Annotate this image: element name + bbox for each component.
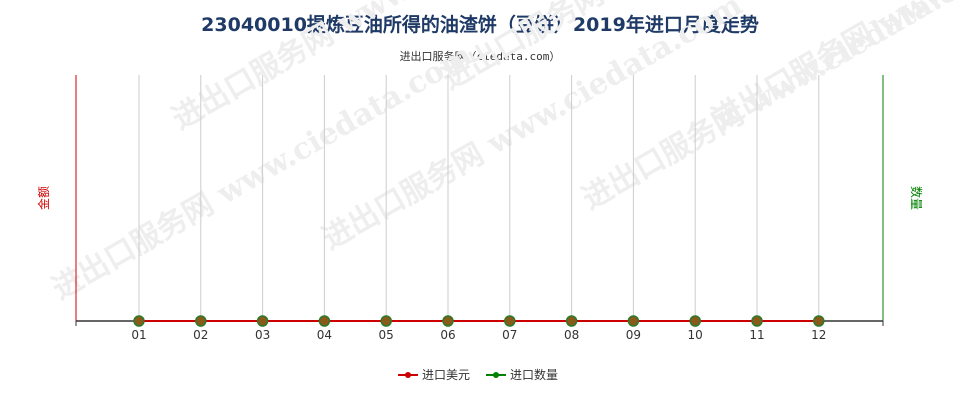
data-point	[689, 315, 701, 327]
data-point	[380, 315, 392, 327]
legend-marker	[405, 372, 411, 378]
legend-label: 进口美元	[422, 368, 470, 382]
data-point	[627, 315, 640, 327]
data-point	[256, 315, 269, 327]
x-tick-label: 10	[688, 328, 703, 342]
x-tick-label: 03	[255, 328, 270, 342]
x-tick-label: 07	[502, 328, 517, 342]
data-point	[195, 315, 207, 327]
data-point	[442, 315, 454, 327]
x-tick-label: 02	[193, 328, 208, 342]
data-point	[565, 315, 578, 327]
x-tick-label: 08	[564, 328, 579, 342]
legend-marker	[493, 372, 499, 378]
x-tick-label: 09	[626, 328, 641, 342]
data-point	[813, 315, 825, 327]
legend-label: 进口数量	[510, 367, 558, 382]
data-point	[504, 315, 516, 327]
chart-subtitle: 进出口服务网（ciedata.com）	[399, 50, 561, 63]
x-tick-label: 11	[749, 328, 764, 342]
left-axis-label: 金额	[36, 186, 51, 210]
x-tick-label: 04	[317, 328, 332, 342]
x-tick-label: 12	[811, 328, 826, 342]
data-point	[318, 315, 331, 327]
x-tick-label: 06	[440, 328, 455, 342]
right-axis-label: 数量	[909, 186, 924, 210]
data-point	[751, 315, 763, 327]
x-tick-label: 01	[131, 328, 146, 342]
data-point	[133, 315, 145, 327]
x-tick-label: 05	[379, 328, 394, 342]
chart-title: 23040010提炼豆油所得的油渣饼（豆饼）2019年进口月度走势	[201, 14, 759, 36]
